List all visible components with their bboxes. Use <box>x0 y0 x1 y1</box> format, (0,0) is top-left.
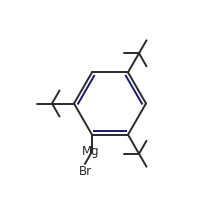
Text: Br: Br <box>78 165 92 178</box>
Text: Mg: Mg <box>82 145 100 158</box>
